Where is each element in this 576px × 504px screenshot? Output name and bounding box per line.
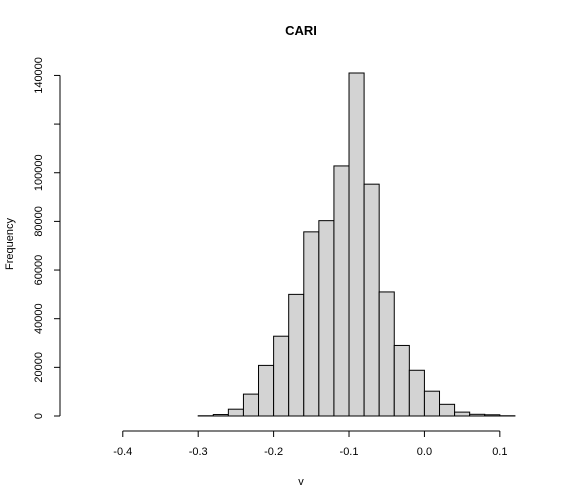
histogram-bar (303, 231, 320, 417)
histogram-bar (393, 344, 410, 417)
histogram-bar (408, 369, 425, 417)
x-tick-label: -0.1 (340, 446, 359, 458)
y-tick-label: 0 (33, 413, 45, 419)
histogram-bar (242, 393, 260, 417)
x-tick-label: -0.2 (264, 446, 283, 458)
histogram-bar (227, 408, 244, 417)
histogram-bar (318, 220, 335, 417)
histogram-bar (273, 335, 290, 417)
y-axis: 0 20000 40000 60000 80000 100000 140000 (33, 57, 61, 419)
y-tick-label: 140000 (33, 57, 45, 94)
histogram-bar (469, 413, 486, 417)
x-axis-label: v (298, 476, 304, 488)
y-tick-label: 20000 (33, 352, 45, 383)
x-tick-label: 0.0 (417, 446, 432, 458)
histogram-bar (439, 403, 456, 417)
x-tick-label: -0.3 (189, 446, 208, 458)
x-axis: -0.4 -0.3 -0.2 -0.1 0.0 0.1 (113, 430, 507, 458)
x-tick-label: 0.1 (492, 446, 507, 458)
histogram-bar (258, 364, 275, 417)
histogram-bar (288, 293, 305, 417)
histogram-bar (454, 411, 471, 417)
y-tick-label: 80000 (33, 206, 45, 237)
y-tick-label: 60000 (33, 255, 45, 286)
y-tick-label: 40000 (33, 303, 45, 334)
histogram-bar (212, 414, 229, 417)
histogram-bar (333, 165, 350, 417)
bars-group (197, 72, 516, 417)
y-axis-label: Frequency (4, 218, 16, 270)
histogram-bar (348, 72, 365, 417)
histogram-bar (484, 414, 501, 417)
chart-title: CARI (285, 23, 317, 38)
histogram-bar (423, 390, 441, 417)
x-tick-label: -0.4 (113, 446, 132, 458)
y-tick-label: 100000 (33, 154, 45, 191)
histogram-bar (363, 183, 380, 417)
histogram-bar (378, 291, 395, 417)
